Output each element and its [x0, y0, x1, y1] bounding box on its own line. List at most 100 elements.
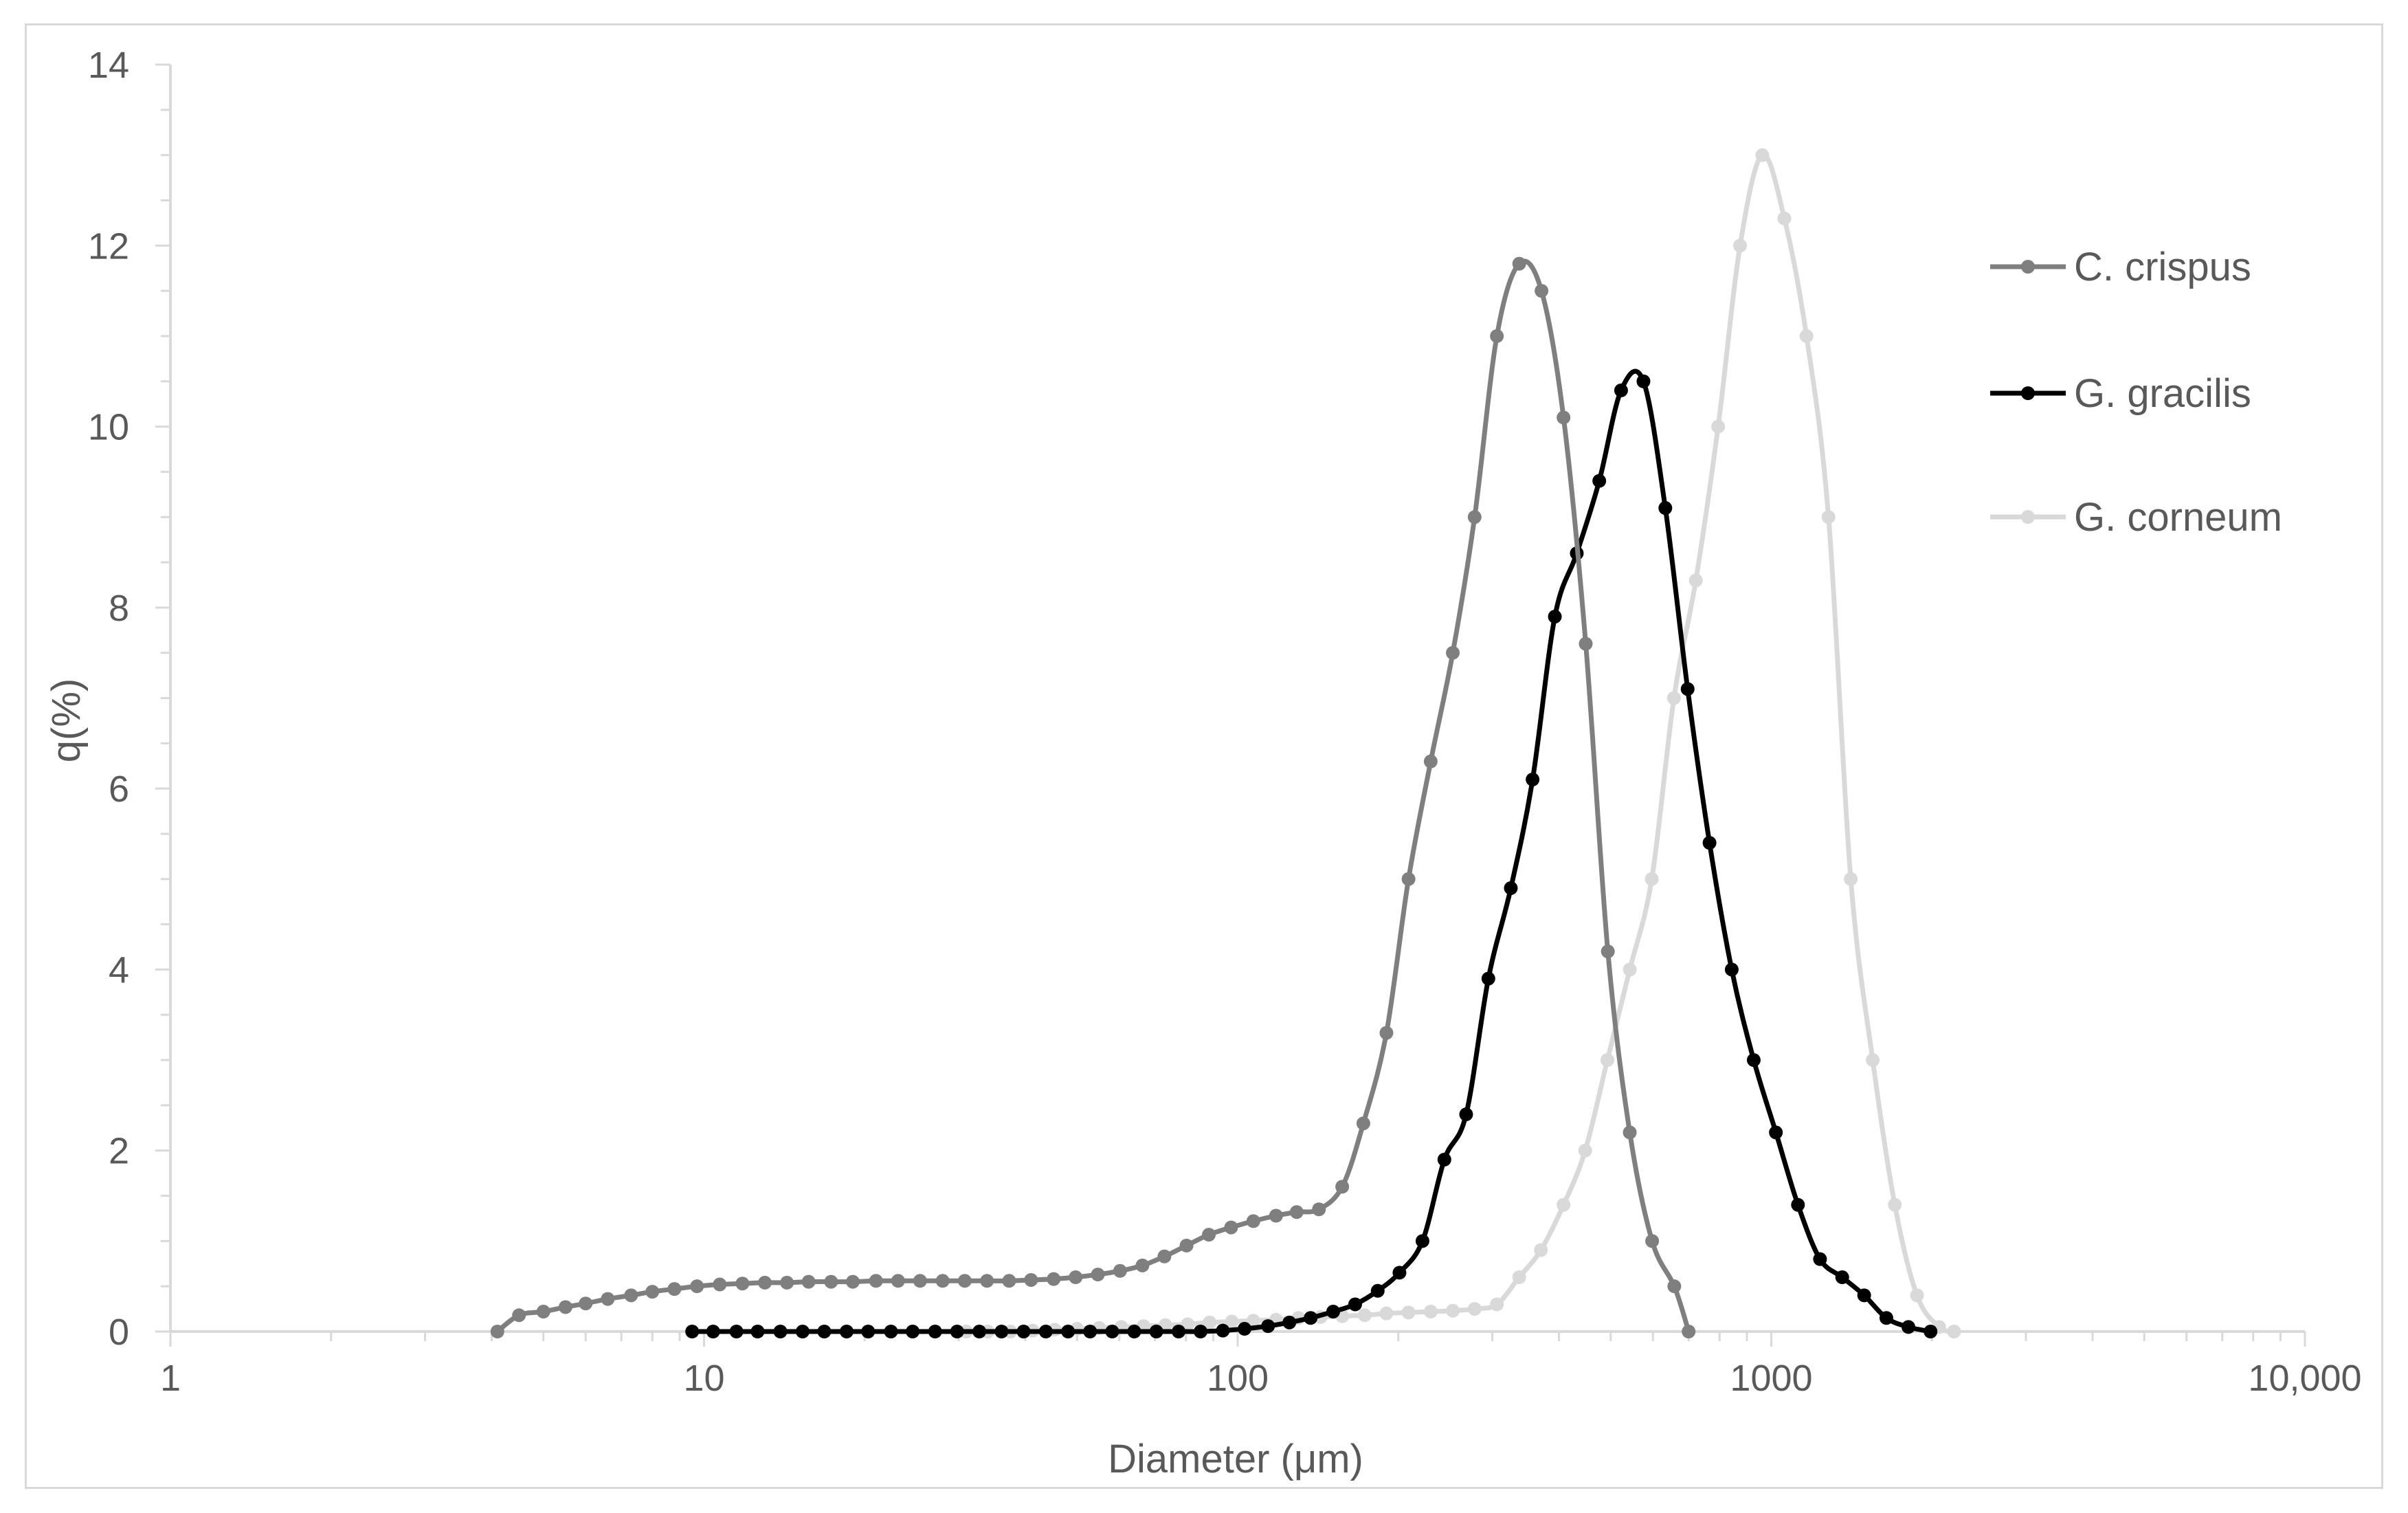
- data-point: [913, 1274, 927, 1288]
- data-point: [906, 1325, 920, 1338]
- y-tick-label: 12: [88, 225, 129, 267]
- data-point: [1835, 1270, 1849, 1285]
- data-point: [1304, 1311, 1318, 1325]
- series-line: [495, 258, 1691, 1334]
- series-layer: [490, 148, 1961, 1338]
- data-point: [1688, 573, 1703, 588]
- data-point: [1423, 754, 1438, 769]
- data-point: [1711, 419, 1726, 434]
- data-point: [1666, 691, 1681, 705]
- data-point: [891, 1274, 905, 1288]
- data-point: [558, 1300, 572, 1314]
- data-point: [1024, 1272, 1038, 1287]
- data-point: [1401, 872, 1416, 886]
- legend-swatch-marker: [2021, 260, 2035, 274]
- data-point: [1910, 1288, 1924, 1303]
- data-point: [957, 1274, 972, 1288]
- y-tick-label: 14: [88, 45, 129, 86]
- legend-label: G. gracilis: [2074, 371, 2251, 416]
- data-point: [1193, 1325, 1207, 1338]
- data-point: [1490, 329, 1504, 343]
- data-point: [1755, 148, 1770, 162]
- data-point: [1113, 1263, 1127, 1278]
- data-point: [1392, 1266, 1407, 1280]
- x-tick-label: 100: [1207, 1358, 1269, 1399]
- data-point: [994, 1325, 1009, 1338]
- data-point: [1579, 637, 1593, 651]
- data-point: [1459, 1107, 1473, 1122]
- data-point: [1069, 1270, 1083, 1285]
- data-point: [706, 1325, 720, 1338]
- legend-swatch-marker: [2021, 510, 2035, 524]
- data-point: [757, 1275, 772, 1290]
- data-point: [884, 1325, 898, 1338]
- data-point: [1282, 1315, 1297, 1329]
- data-point: [1667, 1279, 1682, 1294]
- legend-entry: G. corneum: [1990, 495, 2282, 540]
- data-point: [972, 1325, 987, 1338]
- data-point: [1216, 1323, 1230, 1338]
- data-point: [1548, 610, 1562, 624]
- data-point: [1791, 1197, 1805, 1212]
- data-point: [1038, 1325, 1053, 1338]
- data-point: [1535, 284, 1549, 298]
- data-point: [1202, 1228, 1216, 1242]
- data-point: [1157, 1249, 1172, 1263]
- legend-label: C. crispus: [2074, 245, 2251, 289]
- data-point: [1127, 1325, 1141, 1338]
- legend-entry: C. crispus: [1990, 245, 2251, 289]
- data-point: [773, 1325, 788, 1338]
- data-point: [750, 1325, 765, 1338]
- data-point: [1623, 1125, 1637, 1140]
- data-point: [1379, 1306, 1394, 1321]
- data-point: [861, 1325, 876, 1338]
- legend: C. crispus G. gracilis G. corneum: [1990, 245, 2282, 540]
- x-tick-label: 1: [160, 1358, 181, 1399]
- data-point: [685, 1325, 700, 1338]
- data-point: [1578, 1143, 1592, 1158]
- data-point: [1246, 1314, 1260, 1328]
- data-point: [601, 1292, 615, 1306]
- legend-swatch-marker: [2021, 386, 2035, 400]
- data-point: [1401, 1305, 1416, 1320]
- data-point: [1348, 1297, 1362, 1312]
- data-point: [1047, 1272, 1061, 1286]
- data-point: [1844, 872, 1858, 886]
- data-point: [1821, 510, 1836, 524]
- data-point: [928, 1325, 942, 1338]
- data-point: [1225, 1314, 1239, 1329]
- data-point: [1512, 1270, 1526, 1285]
- data-point: [1002, 1274, 1016, 1288]
- data-point: [690, 1279, 704, 1294]
- y-tick-label: 4: [109, 949, 129, 991]
- data-point: [980, 1274, 994, 1288]
- x-tick-label: 1000: [1730, 1358, 1812, 1399]
- y-tick-label: 0: [109, 1312, 129, 1353]
- data-point: [845, 1274, 860, 1289]
- data-point: [1777, 211, 1792, 225]
- data-point: [801, 1274, 816, 1289]
- data-point: [1504, 881, 1518, 895]
- data-point: [935, 1274, 950, 1288]
- data-point: [1866, 1053, 1880, 1068]
- data-point: [1902, 1320, 1916, 1334]
- y-tick-label: 8: [109, 588, 129, 629]
- data-point: [1467, 1302, 1482, 1316]
- data-point: [1769, 1125, 1783, 1140]
- series-line: [692, 368, 1931, 1334]
- data-point: [795, 1325, 810, 1338]
- data-point: [1203, 1315, 1217, 1329]
- data-point: [1557, 410, 1571, 425]
- data-point: [1105, 1325, 1119, 1338]
- data-point: [1600, 1053, 1614, 1068]
- data-point: [1512, 256, 1526, 271]
- series-g-corneum: [959, 148, 1961, 1338]
- data-point: [1947, 1325, 1961, 1338]
- data-point: [1813, 1252, 1827, 1266]
- data-point: [1446, 1303, 1460, 1318]
- data-point: [1682, 1325, 1696, 1338]
- data-point: [1356, 1116, 1370, 1131]
- data-point: [735, 1277, 750, 1291]
- data-point: [512, 1308, 526, 1323]
